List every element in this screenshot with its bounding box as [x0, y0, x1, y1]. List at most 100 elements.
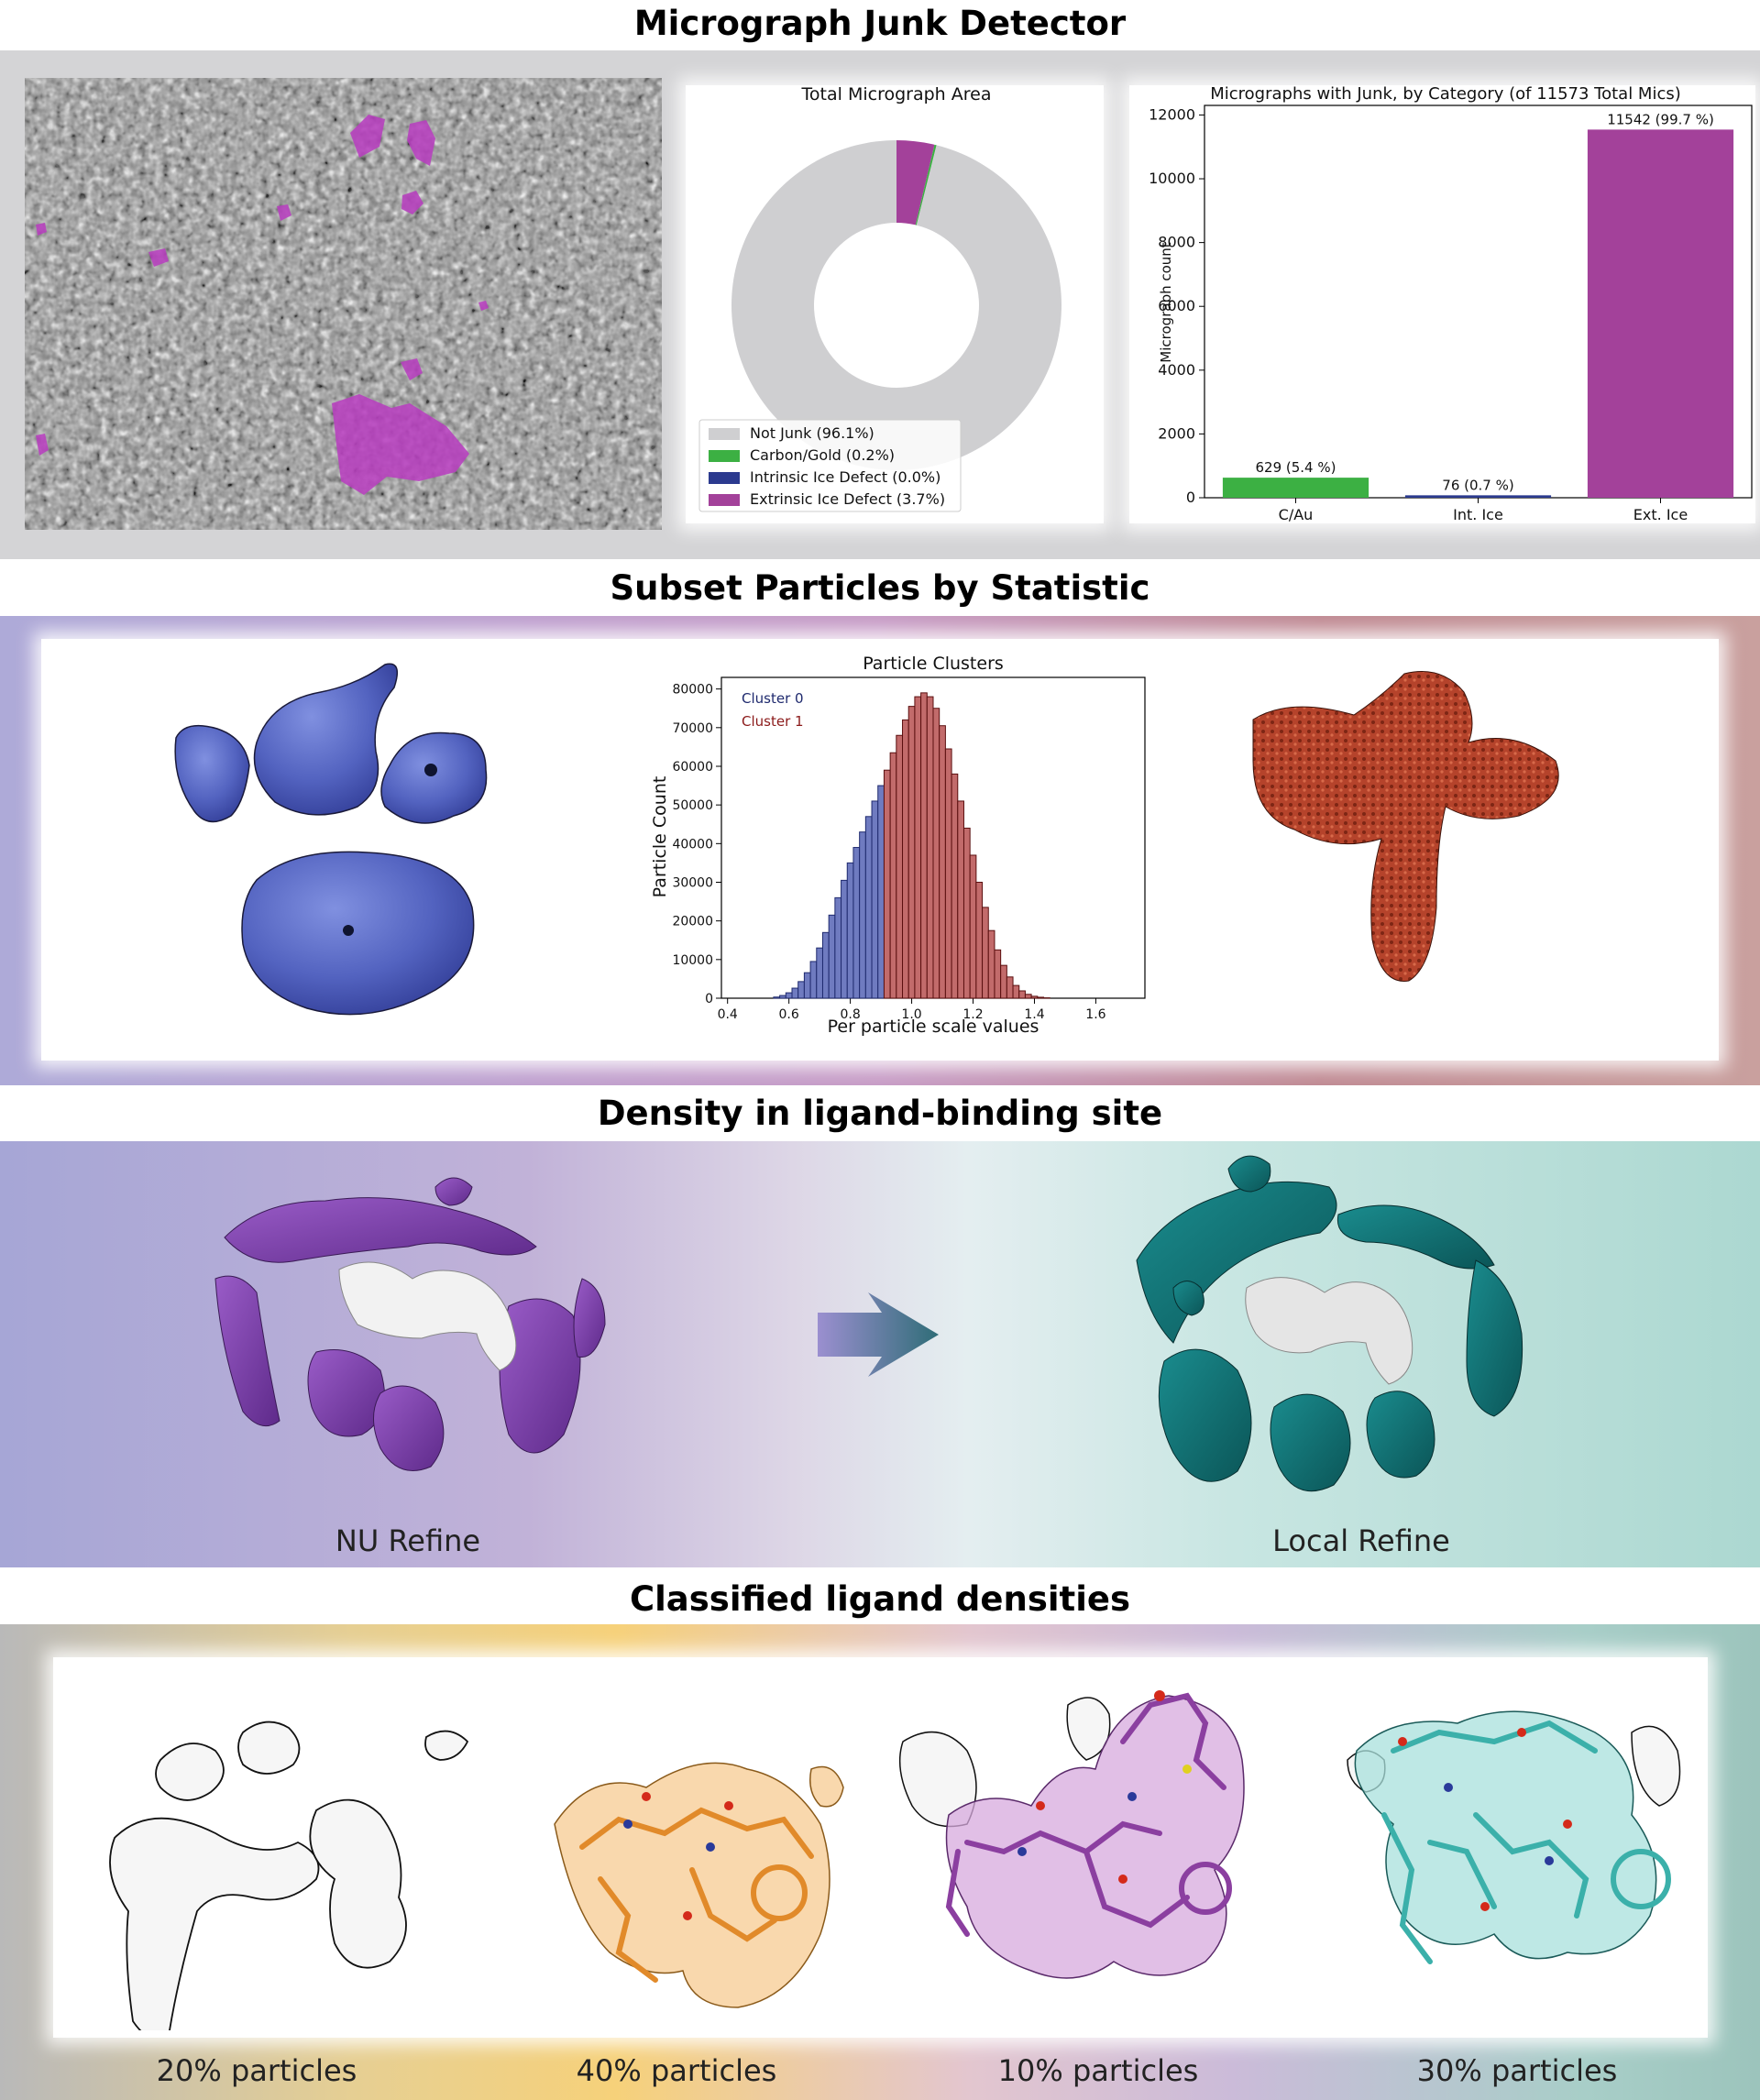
micrograph-image	[25, 78, 662, 530]
legend-swatch-1	[709, 450, 740, 462]
y-tick-label: 0	[1186, 489, 1195, 506]
hist-bar-cluster-1	[932, 708, 940, 999]
hist-bar-cluster-0	[871, 800, 879, 999]
y-tick-label: 2000	[1158, 424, 1195, 442]
hist-bar-cluster-0	[791, 987, 799, 999]
hist-bar-cluster-0	[803, 972, 811, 999]
section-title-subset: Subset Particles by Statistic	[610, 568, 1150, 608]
donut-slice-3	[896, 140, 935, 225]
x-tick-label: 0.4	[718, 1007, 738, 1022]
donut-legend: Not Junk (96.1%) Carbon/Gold (0.2%) Intrin…	[698, 419, 962, 512]
histogram-xlabel: Per particle scale values	[828, 1017, 1040, 1037]
class-1-label: 20% particles	[156, 2053, 358, 2088]
hist-bar-cluster-1	[908, 706, 916, 999]
blue-density-map	[174, 663, 488, 1016]
y-tick-label: 6000	[1158, 297, 1195, 314]
hist-bar-cluster-0	[852, 847, 861, 999]
y-tick-label: 4000	[1158, 361, 1195, 379]
class-4-label: 30% particles	[1416, 2053, 1618, 2088]
legend-label-0: Not Junk (96.1%)	[750, 424, 874, 442]
hist-bar-cluster-1	[926, 696, 934, 999]
x-tick-label: 1.0	[901, 1007, 921, 1022]
ligand-class-3-density	[898, 1690, 1245, 1979]
junk-overlay	[36, 115, 489, 495]
bar-data-label: 629 (5.4 %)	[1256, 459, 1336, 476]
hist-bar-cluster-0	[773, 996, 781, 999]
y-tick-label: 10000	[1149, 170, 1195, 187]
donut-chart: Total Micrograph Area Not Junk (96.1%) Ca…	[698, 85, 1062, 512]
donut-title: Total Micrograph Area	[801, 85, 992, 104]
hist-bar-cluster-0	[821, 931, 830, 999]
hist-bar-cluster-1	[939, 725, 946, 999]
hist-bar-cluster-0	[828, 914, 836, 999]
hist-bar-cluster-1	[1000, 964, 1007, 999]
x-tick-label: 1.6	[1085, 1007, 1106, 1022]
legend-label-2: Intrinsic Ice Defect (0.0%)	[750, 468, 940, 486]
histogram-title: Particle Clusters	[863, 654, 1004, 674]
hist-bar-cluster-1	[951, 773, 959, 999]
hist-bar-cluster-0	[877, 785, 885, 999]
hist-bar-cluster-0	[785, 992, 793, 999]
x-tick-label: 1.4	[1024, 1007, 1044, 1022]
donut-slice-1	[915, 144, 937, 225]
hist-bar-cluster-1	[969, 854, 977, 999]
y-tick-label: 80000	[672, 683, 713, 698]
local-refine-label: Local Refine	[1272, 1523, 1450, 1558]
local-refine-map	[1136, 1155, 1524, 1492]
hist-bar-cluster-1	[883, 769, 891, 999]
hist-bar-cluster-1	[994, 949, 1002, 999]
bar-C/Au	[1222, 478, 1370, 498]
bar-data-label: 11542 (99.7 %)	[1607, 111, 1714, 127]
hist-bar-cluster-1	[1037, 996, 1045, 999]
hist-bar-cluster-1	[1024, 994, 1032, 999]
junk-bar-title: Micrographs with Junk, by Category (of 1…	[1210, 84, 1681, 104]
hist-bar-cluster-0	[841, 879, 848, 999]
legend-swatch-2	[709, 472, 740, 484]
x-tick-label: C/Au	[1279, 506, 1314, 523]
hist-bar-cluster-1	[1012, 984, 1020, 999]
y-tick-label: 70000	[672, 721, 713, 736]
y-tick-label: 8000	[1158, 234, 1195, 251]
hist-bar-cluster-1	[1006, 976, 1014, 999]
nu-refine-map	[214, 1177, 606, 1471]
hist-bar-cluster-1	[982, 907, 989, 999]
bar-data-label: 76 (0.7 %)	[1442, 477, 1513, 493]
ligand-class-4-density	[1347, 1710, 1681, 1964]
y-tick-label: 30000	[672, 875, 713, 890]
donut-slice-0	[732, 140, 1062, 470]
hist-bar-cluster-1	[975, 881, 984, 999]
hist-bar-cluster-1	[944, 748, 952, 999]
hist-bar-cluster-1	[896, 734, 904, 999]
y-tick-label: 12000	[1149, 105, 1195, 123]
x-tick-label: Ext. Ice	[1634, 506, 1688, 523]
particle-cluster-histogram: Particle Clusters 0 10000 20000 30000 40000 5…	[650, 654, 1146, 1037]
hist-bar-cluster-1	[889, 752, 897, 999]
hist-bar-cluster-0	[798, 981, 805, 999]
red-density-map	[1252, 671, 1559, 982]
hist-bar-cluster-1	[1018, 990, 1026, 999]
x-tick-label: 0.6	[779, 1007, 799, 1022]
y-tick-label: 60000	[672, 760, 713, 775]
histogram-ylabel: Particle Count	[650, 776, 670, 898]
hist-bar-cluster-0	[864, 816, 873, 999]
nu-refine-label: NU Refine	[335, 1523, 481, 1558]
hist-bar-cluster-1	[914, 696, 922, 999]
hist-bar-cluster-0	[846, 862, 854, 999]
y-tick-label: 20000	[672, 915, 713, 929]
legend-label-1: Carbon/Gold (0.2%)	[750, 446, 895, 464]
legend-swatch-0	[709, 428, 740, 440]
x-tick-label: Int. Ice	[1453, 506, 1503, 523]
section-title-density: Density in ligand-binding site	[597, 1094, 1163, 1133]
hist-bar-cluster-0	[859, 831, 866, 999]
hist-bar-cluster-0	[834, 896, 842, 999]
x-tick-label: 0.8	[840, 1007, 860, 1022]
refine-arrow-icon	[818, 1292, 939, 1377]
bar-Int. Ice	[1404, 495, 1552, 498]
hist-bar-cluster-0	[779, 995, 786, 999]
legend-cluster-1: Cluster 1	[742, 713, 804, 730]
section-title-junk: Micrograph Junk Detector	[633, 4, 1127, 43]
hist-bar-cluster-1	[957, 800, 964, 999]
donut-legend-box	[698, 419, 962, 512]
legend-swatch-3	[709, 494, 740, 506]
hist-bar-cluster-1	[962, 827, 971, 999]
